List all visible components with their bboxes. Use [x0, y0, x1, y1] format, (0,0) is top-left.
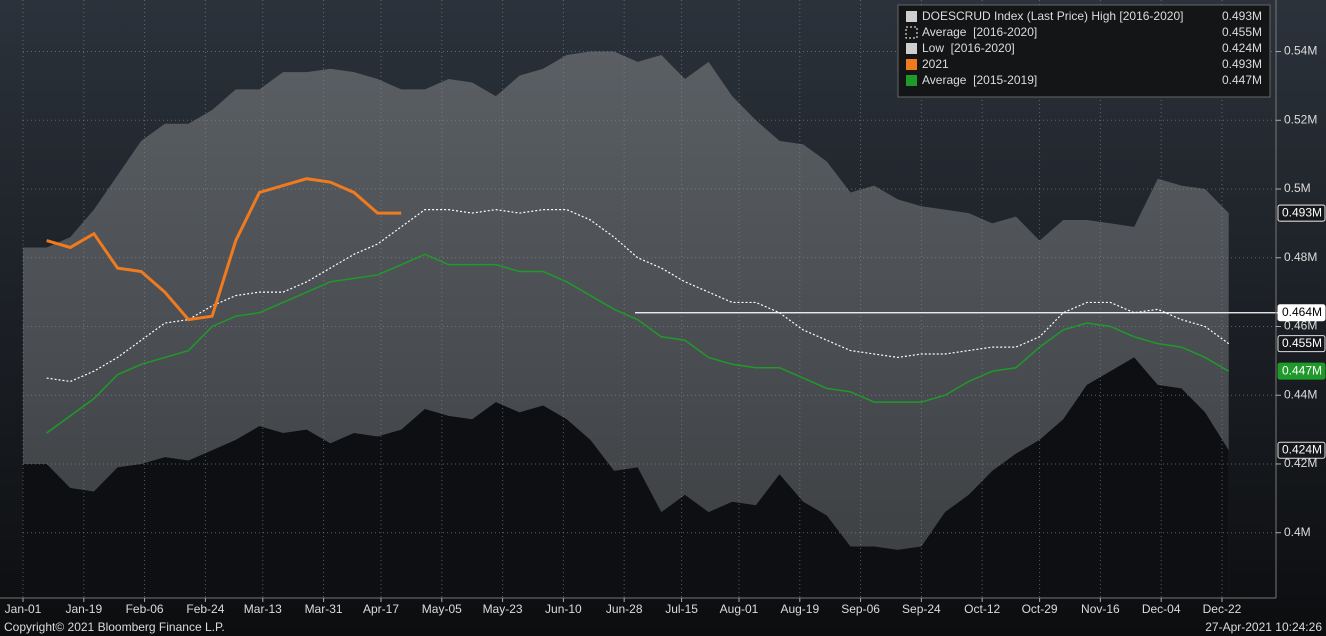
y-tick-label: 0.42M — [1284, 456, 1317, 470]
series-line — [46, 253, 1230, 434]
series-line — [46, 209, 1230, 383]
x-tick-label: Apr-17 — [363, 602, 399, 616]
axis-area: 0.4M 0.42M 0.44M 0.46M 0.48M 0.5M 0.52M 0.54M Ja… — [0, 0, 1326, 616]
x-tick-label: Dec-22 — [1203, 602, 1242, 616]
x-tick-label: Dec-04 — [1142, 602, 1181, 616]
x-tick-label: Jun-10 — [545, 602, 582, 616]
x-tick-label: Oct-12 — [964, 602, 1000, 616]
legend-label: 2021 — [922, 57, 949, 71]
legend-swatch — [906, 11, 917, 22]
value-tag-label: 0.424M — [1282, 442, 1322, 456]
legend-label: Average [2016-2020] — [922, 25, 1037, 39]
y-tick-label: 0.46M — [1284, 319, 1317, 333]
plot-area — [22, 0, 1280, 599]
value-tag-label: 0.464M — [1282, 305, 1322, 319]
y-tick-label: 0.5M — [1284, 181, 1311, 195]
copyright: Copyright© 2021 Bloomberg Finance L.P. — [4, 620, 225, 634]
x-tick-label: Jun-28 — [606, 602, 643, 616]
x-tick-label: Sep-24 — [902, 602, 941, 616]
x-tick-label: Mar-13 — [244, 602, 282, 616]
legend-swatch — [905, 26, 918, 39]
y-tick-label: 0.44M — [1284, 387, 1317, 401]
timestamp: 27-Apr-2021 10:24:26 — [1205, 620, 1322, 634]
x-tick-label: Sep-06 — [841, 602, 880, 616]
legend-swatch — [906, 43, 917, 54]
x-tick-label: Feb-06 — [126, 602, 164, 616]
y-tick-label: 0.52M — [1284, 112, 1317, 126]
legend-swatch — [906, 59, 917, 70]
legend-value: 0.493M — [1222, 9, 1262, 23]
x-tick-label: May-23 — [483, 602, 523, 616]
x-tick-label: Aug-19 — [780, 602, 819, 616]
low-band — [23, 357, 1229, 598]
value-tag-label: 0.447M — [1282, 363, 1322, 377]
legend-swatch — [906, 75, 917, 86]
legend-label: Low [2016-2020] — [922, 41, 1015, 55]
legend-value: 0.447M — [1222, 73, 1262, 87]
x-tick-label: Aug-01 — [720, 602, 759, 616]
legend-label: Average [2015-2019] — [922, 73, 1037, 87]
x-tick-label: Jan-19 — [65, 602, 102, 616]
legend-value: 0.455M — [1222, 25, 1262, 39]
value-tag — [1277, 304, 1326, 322]
value-tag-label: 0.455M — [1282, 336, 1322, 350]
y-tick-label: 0.48M — [1284, 250, 1317, 264]
legend-label: DOESCRUD Index (Last Price) High [2016-2… — [922, 9, 1183, 23]
value-tag — [1277, 204, 1326, 222]
legend: DOESCRUD Index (Last Price) High [2016-2… — [897, 4, 1271, 98]
x-tick-label: Jul-15 — [665, 602, 698, 616]
x-tick-label: Nov-16 — [1081, 602, 1120, 616]
y-tick-label: 0.54M — [1284, 44, 1317, 58]
y-tick-label: 0.4M — [1284, 525, 1311, 539]
value-tag — [1277, 362, 1326, 380]
legend-value: 0.424M — [1222, 41, 1262, 55]
series-line — [46, 177, 402, 322]
value-tag — [1277, 335, 1326, 353]
value-tag — [1277, 441, 1326, 459]
x-tick-label: Oct-29 — [1022, 602, 1058, 616]
x-tick-label: Feb-24 — [186, 602, 224, 616]
x-tick-label: May-05 — [422, 602, 462, 616]
legend-value: 0.493M — [1222, 57, 1262, 71]
x-tick-label: Mar-31 — [305, 602, 343, 616]
value-tag-label: 0.493M — [1282, 205, 1322, 219]
legend-box — [897, 4, 1271, 98]
x-tick-label: Jan-01 — [5, 602, 42, 616]
